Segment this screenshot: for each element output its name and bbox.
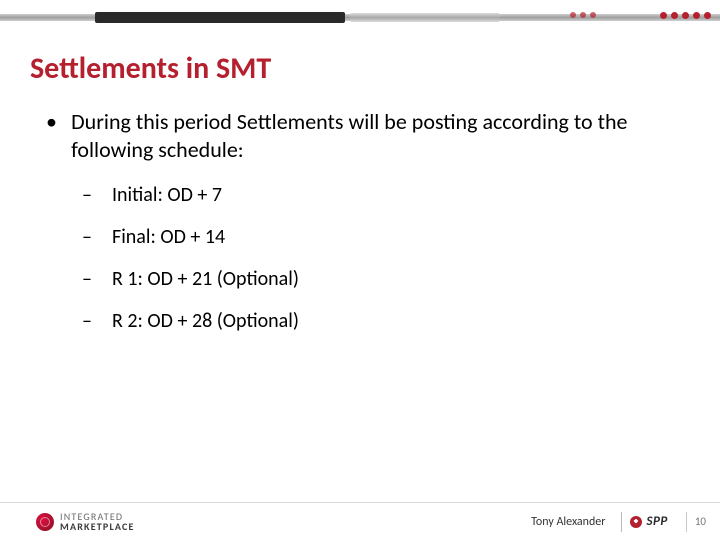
presenter-name: Tony Alexander xyxy=(531,515,621,529)
accent-circles-small xyxy=(570,12,596,18)
dash-icon: – xyxy=(82,182,112,208)
bullet-dot-icon: • xyxy=(46,108,71,164)
spp-dot-icon xyxy=(630,516,642,528)
dash-icon: – xyxy=(82,266,112,292)
dash-icon: – xyxy=(82,224,112,250)
bullet-level2-text: Final: OD + 14 xyxy=(112,224,225,250)
dash-icon: – xyxy=(82,308,112,334)
footer-divider xyxy=(621,512,622,532)
medallion-icon xyxy=(36,513,54,531)
top-gray-segment xyxy=(350,13,500,22)
left-logo-text: INTEGRATED MARKETPLACE xyxy=(60,512,135,532)
bullet-level1: • During this period Settlements will be… xyxy=(46,108,686,164)
footer: INTEGRATED MARKETPLACE Tony Alexander SP… xyxy=(0,502,720,540)
left-logo-line2: MARKETPLACE xyxy=(60,520,135,533)
bullet-level2: – R 1: OD + 21 (Optional) xyxy=(82,266,686,292)
slide-body: • During this period Settlements will be… xyxy=(46,108,686,350)
bullet-level2: – Final: OD + 14 xyxy=(82,224,686,250)
page-number: 10 xyxy=(695,515,720,528)
bullet-level1-text: During this period Settlements will be p… xyxy=(71,108,686,164)
bullet-level2-text: R 2: OD + 28 (Optional) xyxy=(112,308,299,334)
top-decoration xyxy=(0,0,720,32)
slide: Settlements in SMT • During this period … xyxy=(0,0,720,540)
bullet-level2-text: Initial: OD + 7 xyxy=(112,182,222,208)
footer-divider-2 xyxy=(686,512,687,532)
slide-title: Settlements in SMT xyxy=(30,50,271,87)
accent-circles-large xyxy=(660,12,711,19)
integrated-marketplace-logo: INTEGRATED MARKETPLACE xyxy=(36,512,135,532)
spp-logo-text: SPP xyxy=(646,514,667,529)
bullet-level2: – R 2: OD + 28 (Optional) xyxy=(82,308,686,334)
bullet-level2-text: R 1: OD + 21 (Optional) xyxy=(112,266,299,292)
top-dark-segment xyxy=(95,12,345,23)
spp-logo: SPP xyxy=(630,514,677,529)
bullet-level2: – Initial: OD + 7 xyxy=(82,182,686,208)
